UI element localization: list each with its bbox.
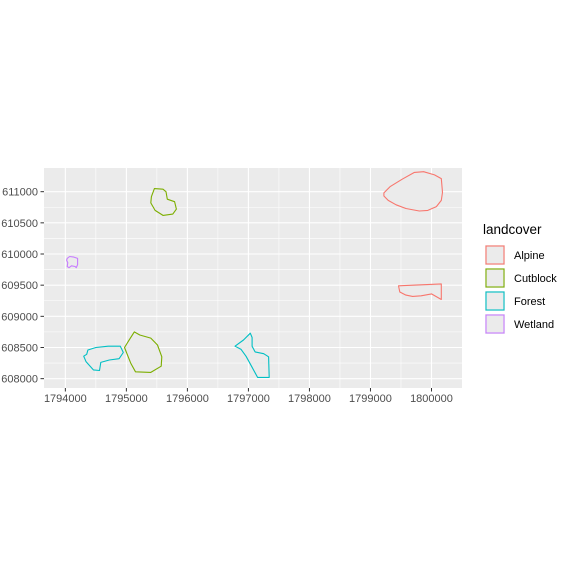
polygon-cutblock [123, 331, 163, 373]
legend-label-forest: Forest [514, 296, 545, 308]
polygon-forest [83, 345, 124, 372]
y-tick-label: 611000 [2, 187, 38, 199]
x-axis: 1794000 1795000 1796000 1797000 1798000 17990… [44, 388, 453, 405]
x-tick-label: 1794000 [44, 393, 87, 405]
legend-key-wetland [485, 314, 505, 334]
polygon-alpine [383, 171, 444, 212]
legend-title: landcover [483, 222, 542, 237]
y-tick-label: 609000 [1, 311, 38, 323]
legend-key-cutblock [485, 268, 505, 288]
landcover-polygons [66, 171, 444, 378]
minor-gridlines [44, 168, 462, 388]
polygon-alpine [397, 283, 442, 301]
legend-label-cutblock: Cutblock [514, 273, 557, 285]
x-tick-label: 1797000 [227, 393, 270, 405]
y-tick-label: 610500 [1, 218, 38, 230]
polygon-cutblock [150, 188, 177, 216]
y-tick-label: 608000 [1, 374, 38, 386]
x-tick-label: 1799000 [349, 393, 392, 405]
legend-label-alpine: Alpine [514, 250, 545, 262]
y-tick-label: 609500 [1, 280, 38, 292]
y-axis: 608000 608500 609000 609500 610000 610500 6110… [1, 187, 44, 386]
x-tick-label: 1796000 [166, 393, 209, 405]
y-tick-label: 610000 [1, 249, 38, 261]
polygon-wetland [66, 255, 79, 269]
x-tick-label: 1795000 [105, 393, 148, 405]
x-tick-label: 1800000 [410, 393, 453, 405]
legend-label-wetland: Wetland [514, 319, 554, 331]
legend-key-forest [485, 291, 505, 311]
legend-key-alpine [485, 245, 505, 265]
polygon-forest [234, 332, 270, 378]
y-tick-label: 608500 [1, 342, 38, 354]
legend: landcover Alpine Cutblock Forest Wetland [483, 222, 557, 334]
x-tick-label: 1798000 [288, 393, 331, 405]
